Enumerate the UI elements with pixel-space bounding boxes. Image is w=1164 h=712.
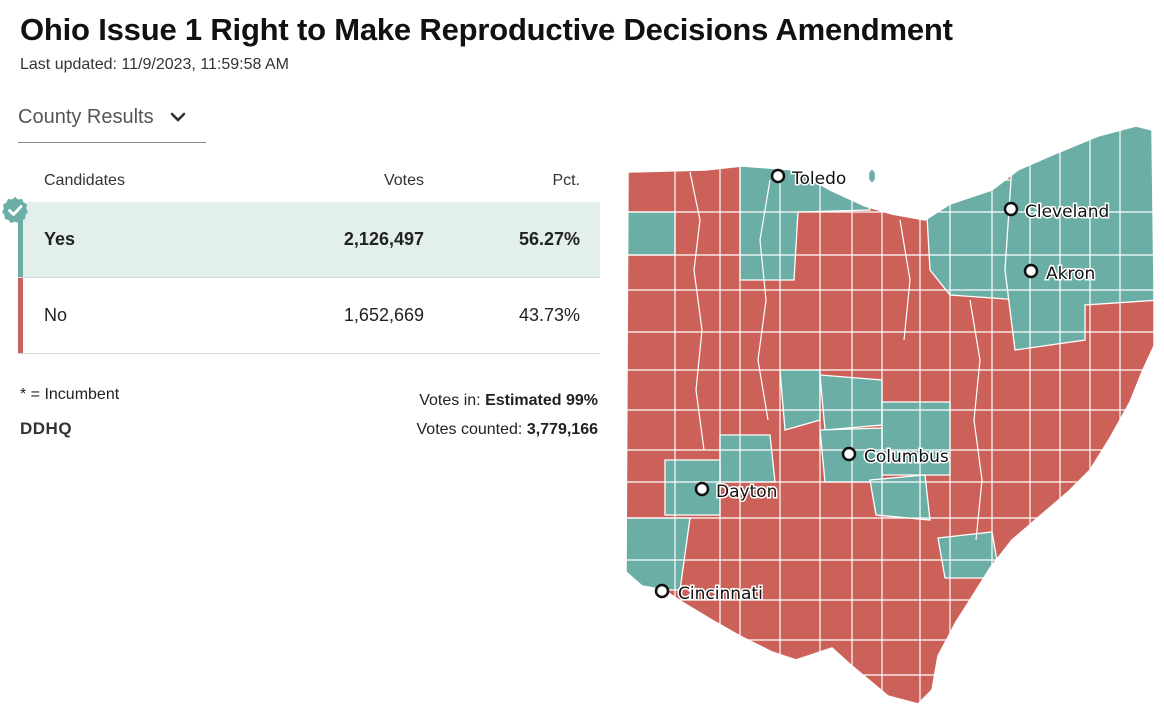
yes-color-bar — [18, 202, 23, 277]
header-votes: Votes — [383, 172, 424, 189]
dropdown-label: County Results — [18, 106, 154, 128]
city-dot-icon — [1023, 263, 1039, 279]
city-marker-columbus[interactable]: Columbus — [841, 446, 950, 469]
candidate-name: No — [44, 305, 68, 325]
city-label-columbus: Columbus — [864, 447, 949, 467]
city-label-dayton: Dayton — [716, 482, 777, 502]
city-marker-dayton[interactable]: Dayton — [694, 481, 779, 504]
city-marker-toledo[interactable]: Toledo — [770, 168, 848, 191]
candidate-name: Yes — [44, 229, 76, 249]
city-dot-icon — [841, 446, 857, 462]
candidate-pct: 56.27% — [424, 202, 600, 278]
city-label-akron: Akron — [1046, 264, 1095, 284]
city-label-cleveland: Cleveland — [1025, 202, 1109, 222]
votes-counted: Votes counted: 3,779,166 — [416, 421, 599, 438]
votes-in: Votes in: Estimated 99% — [419, 392, 598, 409]
city-dot-icon — [654, 583, 670, 599]
ddhq-logo: DDHQ — [20, 419, 73, 438]
check-badge-icon — [0, 195, 30, 230]
header-candidates: Candidates — [44, 172, 125, 189]
candidate-votes: 2,126,497 — [250, 202, 424, 278]
county-results-map[interactable]: Toledo Cleveland Akron Columbus Dayton C… — [620, 120, 1160, 710]
candidate-votes: 1,652,669 — [250, 277, 424, 354]
city-dot-icon — [1003, 201, 1019, 217]
results-table: Candidates Votes Pct. Yes 2,126,497 56.2… — [18, 160, 600, 354]
city-label-toledo: Toledo — [791, 169, 846, 189]
votes-summary: Votes in: Estimated 99% Votes counted: 3… — [417, 386, 599, 444]
city-marker-cleveland[interactable]: Cleveland — [1003, 201, 1111, 224]
table-row-yes: Yes 2,126,497 56.27% — [18, 202, 600, 278]
header-pct: Pct. — [552, 172, 580, 189]
city-dot-icon — [770, 168, 786, 184]
city-label-cincinnati: Cincinnati — [678, 584, 763, 604]
last-updated: Last updated: 11/9/2023, 11:59:58 AM — [20, 56, 289, 73]
candidate-pct: 43.73% — [424, 277, 600, 354]
no-color-bar — [18, 278, 23, 353]
chevron-down-icon — [170, 110, 186, 128]
lake-erie-island — [869, 170, 875, 182]
city-marker-cincinnati[interactable]: Cincinnati — [654, 583, 764, 606]
results-view-dropdown[interactable]: County Results — [18, 106, 206, 143]
city-marker-akron[interactable]: Akron — [1023, 263, 1097, 286]
page-title: Ohio Issue 1 Right to Make Reproductive … — [20, 12, 953, 47]
city-dot-icon — [694, 481, 710, 497]
table-row-no: No 1,652,669 43.73% — [18, 277, 600, 354]
table-header-row: Candidates Votes Pct. — [18, 160, 600, 202]
incumbent-note: * = Incumbent — [20, 386, 120, 403]
